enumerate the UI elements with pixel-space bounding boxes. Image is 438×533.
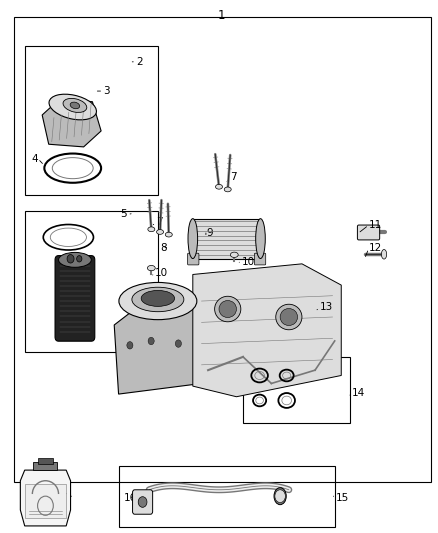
FancyBboxPatch shape: [133, 490, 152, 514]
Bar: [243, 357, 350, 423]
Text: 11: 11: [369, 220, 382, 230]
Ellipse shape: [274, 488, 286, 505]
Ellipse shape: [215, 296, 241, 322]
Ellipse shape: [280, 309, 297, 326]
Ellipse shape: [119, 282, 197, 320]
Polygon shape: [42, 99, 101, 147]
Text: 5: 5: [121, 209, 127, 220]
Ellipse shape: [49, 94, 96, 120]
Circle shape: [67, 255, 74, 263]
Bar: [25, 46, 158, 195]
Ellipse shape: [141, 290, 175, 306]
Circle shape: [77, 256, 82, 262]
Ellipse shape: [230, 252, 238, 257]
Ellipse shape: [224, 187, 231, 192]
Text: 6: 6: [74, 254, 81, 263]
Ellipse shape: [148, 265, 155, 271]
FancyBboxPatch shape: [254, 253, 266, 265]
Polygon shape: [114, 293, 201, 394]
Text: 7: 7: [230, 172, 237, 182]
Text: 8: 8: [160, 243, 166, 253]
Ellipse shape: [59, 253, 91, 267]
Ellipse shape: [70, 102, 80, 109]
Bar: [33, 462, 57, 470]
Text: 10: 10: [242, 257, 255, 267]
Ellipse shape: [381, 249, 387, 259]
Ellipse shape: [148, 227, 155, 232]
Ellipse shape: [63, 99, 87, 112]
Ellipse shape: [156, 230, 163, 235]
Ellipse shape: [215, 184, 223, 189]
Ellipse shape: [132, 287, 184, 312]
Polygon shape: [193, 264, 341, 397]
Bar: [119, 466, 335, 527]
Ellipse shape: [188, 219, 198, 259]
Ellipse shape: [256, 219, 265, 259]
Bar: [38, 458, 53, 464]
Circle shape: [148, 337, 154, 345]
Text: 7: 7: [155, 217, 162, 228]
Text: 3: 3: [103, 86, 110, 96]
Circle shape: [175, 340, 181, 348]
Circle shape: [127, 342, 133, 349]
FancyBboxPatch shape: [187, 253, 199, 265]
Bar: [25, 484, 66, 518]
Polygon shape: [20, 470, 71, 526]
FancyBboxPatch shape: [55, 256, 95, 341]
Text: 1: 1: [217, 9, 225, 22]
Ellipse shape: [165, 232, 172, 237]
Text: 12: 12: [369, 244, 382, 253]
Bar: [14, 17, 431, 482]
Bar: [25, 211, 158, 352]
Ellipse shape: [276, 304, 302, 330]
Text: 4: 4: [31, 154, 38, 164]
Bar: [193, 219, 261, 259]
Text: 16: 16: [124, 492, 138, 503]
Text: 13: 13: [319, 302, 333, 312]
Text: 17: 17: [55, 492, 68, 503]
Text: 15: 15: [336, 492, 349, 503]
Text: 9: 9: [206, 228, 212, 238]
FancyBboxPatch shape: [357, 225, 380, 240]
Circle shape: [275, 490, 286, 503]
Ellipse shape: [219, 301, 237, 318]
Text: 14: 14: [352, 388, 365, 398]
Circle shape: [138, 497, 147, 507]
Text: 2: 2: [136, 57, 143, 67]
Text: 10: 10: [155, 268, 168, 278]
